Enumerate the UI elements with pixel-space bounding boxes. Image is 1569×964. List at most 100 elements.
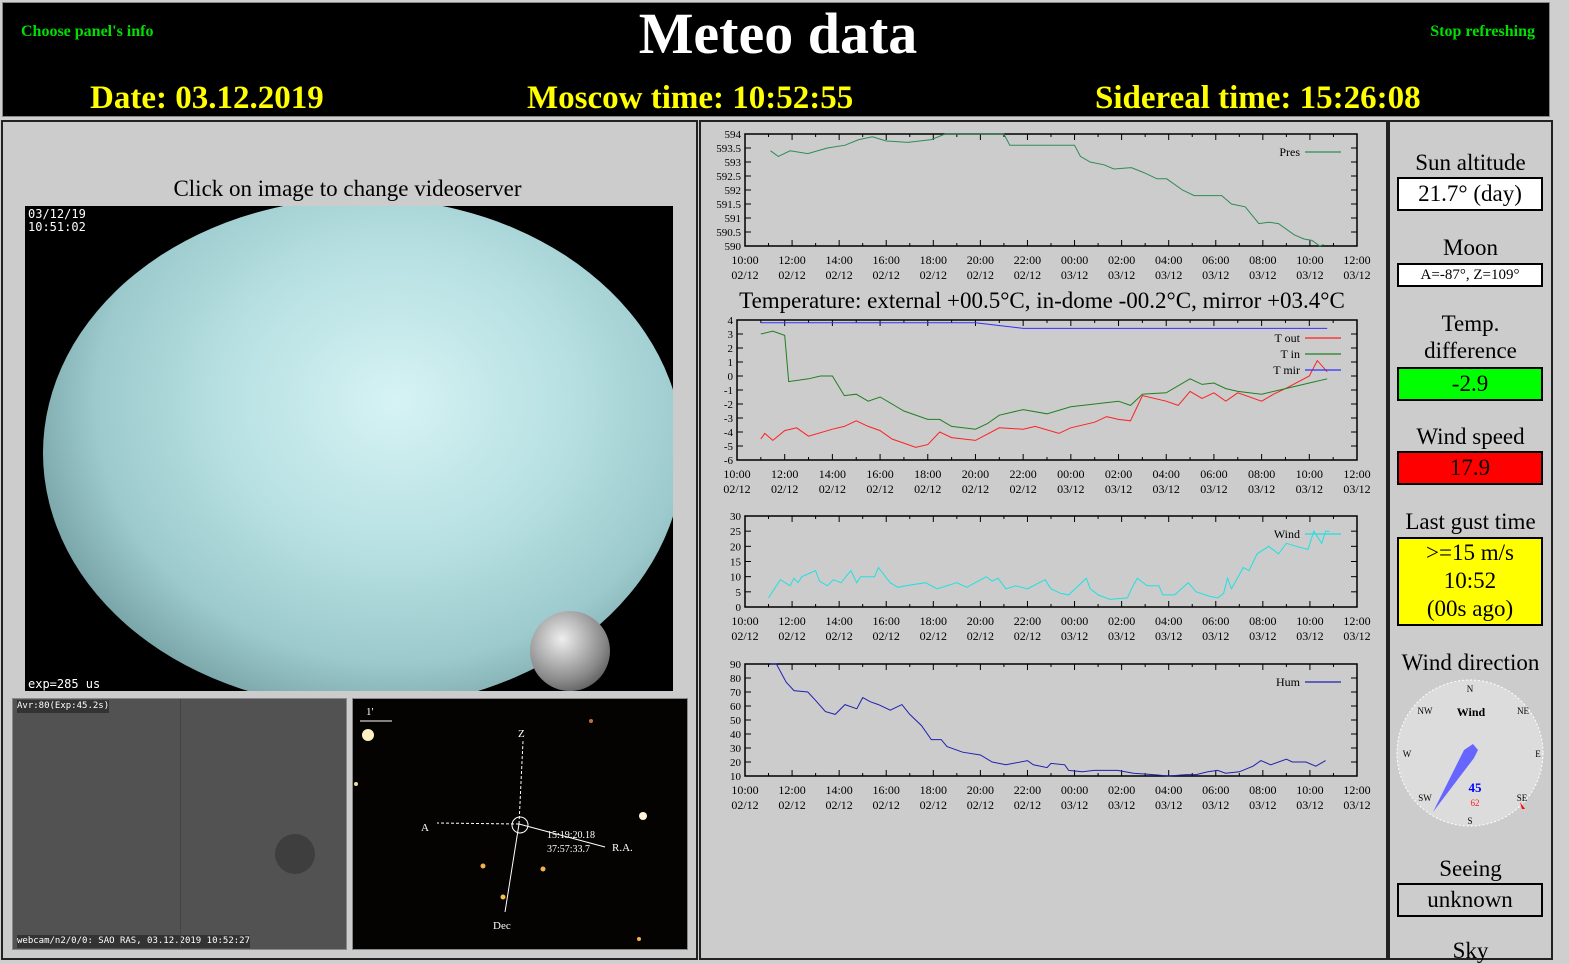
humidity-xtick-time: 06:00 bbox=[1202, 783, 1229, 797]
temperature-xtick-date: 03/12 bbox=[1296, 482, 1323, 496]
pressure-xtick-date: 02/12 bbox=[920, 268, 947, 282]
wind-ytick-label: 25 bbox=[730, 526, 742, 538]
humidity-xtick-time: 00:00 bbox=[1061, 783, 1088, 797]
humidity-xtick-date: 03/12 bbox=[1343, 798, 1370, 812]
gust-time: 10:52 bbox=[1443, 568, 1497, 593]
last-gust-value: >=15 m/s 10:52 (00s ago) bbox=[1397, 537, 1543, 626]
wind-xtick-date: 03/12 bbox=[1108, 629, 1135, 643]
wind-xtick-time: 20:00 bbox=[967, 614, 994, 628]
gust-direction-value: 62 bbox=[1471, 798, 1480, 808]
temperature-xtick-date: 02/12 bbox=[819, 482, 846, 496]
temperature-ytick-label: 4 bbox=[728, 315, 734, 327]
wind-xtick-date: 02/12 bbox=[873, 629, 900, 643]
dust-spot bbox=[275, 834, 315, 874]
wind-xtick-time: 00:00 bbox=[1061, 614, 1088, 628]
moon-label: Moon bbox=[1443, 235, 1498, 260]
compass-se: SE bbox=[1517, 793, 1528, 803]
temperature-ytick-label: -6 bbox=[724, 455, 734, 467]
sun-altitude-value: 21.7° (day) bbox=[1397, 177, 1543, 211]
humidity-xtick-date: 02/12 bbox=[825, 798, 852, 812]
temperature-ytick-label: 3 bbox=[728, 329, 734, 341]
temperature-xtick-time: 08:00 bbox=[1248, 467, 1275, 481]
wind-xtick-date: 02/12 bbox=[920, 629, 947, 643]
temperature-ytick-label: -3 bbox=[724, 413, 734, 425]
webcam-caption: webcam/n2/0/0: SAO RAS, 03.12.2019 10:52… bbox=[17, 935, 250, 948]
webcam-image[interactable]: Avr:80(Exp:45.2s) webcam/n2/0/0: SAO RAS… bbox=[12, 698, 347, 950]
humidity-xtick-time: 04:00 bbox=[1155, 783, 1182, 797]
compass-n: N bbox=[1467, 684, 1474, 694]
temperature-xtick-date: 03/12 bbox=[1200, 482, 1227, 496]
humidity-xtick-time: 14:00 bbox=[825, 783, 852, 797]
page-title: Meteo data bbox=[638, 1, 918, 66]
zenith-label: Z bbox=[518, 728, 525, 740]
temperature-xtick-time: 00:00 bbox=[1057, 467, 1084, 481]
temperature-xtick-date: 02/12 bbox=[866, 482, 893, 496]
humidity-xtick-time: 10:00 bbox=[1296, 783, 1323, 797]
humidity-legend-label: Hum bbox=[1276, 675, 1301, 689]
humidity-xtick-time: 12:00 bbox=[778, 783, 805, 797]
wind-xtick-time: 10:00 bbox=[731, 614, 758, 628]
pressure-ytick-label: 592.5 bbox=[716, 171, 741, 183]
temperature-xtick-time: 20:00 bbox=[962, 467, 989, 481]
pressure-xtick-time: 16:00 bbox=[873, 253, 900, 267]
humidity-ytick-label: 20 bbox=[730, 757, 742, 769]
humidity-xtick-time: 08:00 bbox=[1249, 783, 1276, 797]
wind-direction-needle bbox=[1433, 744, 1478, 812]
temperature-xtick-date: 03/12 bbox=[1248, 482, 1275, 496]
pressure-xtick-time: 10:00 bbox=[1296, 253, 1323, 267]
compass-nw: NW bbox=[1418, 706, 1433, 716]
sky-cam-exposure: exp=285 us bbox=[28, 677, 101, 691]
wind-xtick-time: 18:00 bbox=[920, 614, 947, 628]
pressure-xtick-date: 03/12 bbox=[1343, 268, 1370, 282]
wind-xtick-time: 10:00 bbox=[1296, 614, 1323, 628]
temperature-title: Temperature: external +00.5°C, in-dome -… bbox=[739, 288, 1345, 313]
wind-xtick-date: 03/12 bbox=[1155, 629, 1182, 643]
wind-plot-frame bbox=[744, 515, 1358, 608]
pressure-xtick-time: 02:00 bbox=[1108, 253, 1135, 267]
pressure-xtick-time: 22:00 bbox=[1014, 253, 1041, 267]
seeing-label: Seeing bbox=[1439, 856, 1502, 881]
humidity-plot-frame bbox=[744, 663, 1358, 777]
humidity-ytick-label: 60 bbox=[730, 701, 742, 713]
pressure-legend-label: Pres bbox=[1279, 145, 1300, 159]
humidity-xtick-date: 02/12 bbox=[731, 798, 758, 812]
compass-e: E bbox=[1535, 749, 1541, 759]
pressure-xtick-time: 10:00 bbox=[731, 253, 758, 267]
temperature-xtick-date: 02/12 bbox=[1009, 482, 1036, 496]
temp-difference-label-1: Temp. bbox=[1441, 311, 1500, 336]
humidity-xtick-date: 03/12 bbox=[1108, 798, 1135, 812]
humidity-xtick-date: 03/12 bbox=[1296, 798, 1323, 812]
seeing-value: unknown bbox=[1397, 883, 1543, 917]
guide-camera-image[interactable]: 1' Z A R.A. Dec 15:19:20.18 37:57:33.7 bbox=[352, 698, 688, 950]
temperature-ytick-label: 1 bbox=[728, 357, 734, 369]
date-display: Date: 03.12.2019 bbox=[90, 80, 324, 116]
wind-xtick-time: 04:00 bbox=[1155, 614, 1182, 628]
humidity-ytick-label: 50 bbox=[730, 715, 742, 727]
pressure-ytick-label: 591 bbox=[725, 213, 742, 225]
temperature-series-t-mir bbox=[760, 322, 1328, 329]
temperature-xtick-date: 03/12 bbox=[1105, 482, 1132, 496]
temperature-xtick-time: 12:00 bbox=[1343, 467, 1370, 481]
wind-xtick-time: 14:00 bbox=[825, 614, 852, 628]
pressure-series-pres bbox=[770, 133, 1324, 247]
humidity-xtick-time: 10:00 bbox=[731, 783, 758, 797]
humidity-xtick-date: 03/12 bbox=[1155, 798, 1182, 812]
stop-refreshing-link[interactable]: Stop refreshing bbox=[1430, 23, 1535, 40]
humidity-xtick-date: 03/12 bbox=[1202, 798, 1229, 812]
allsky-camera-image[interactable]: 03/12/19 10:51:02 exp=285 us bbox=[25, 206, 673, 691]
wind-xtick-time: 16:00 bbox=[873, 614, 900, 628]
compass-w: W bbox=[1403, 749, 1412, 759]
header-bar: Meteo data Choose panel's info Stop refr… bbox=[2, 2, 1550, 117]
temperature-plot-frame bbox=[736, 319, 1358, 461]
wind-xtick-date: 03/12 bbox=[1343, 629, 1370, 643]
temperature-legend-label: T in bbox=[1281, 347, 1300, 361]
temperature-xtick-date: 02/12 bbox=[771, 482, 798, 496]
gust-threshold: >=15 m/s bbox=[1426, 540, 1514, 565]
temperature-xtick-date: 03/12 bbox=[1057, 482, 1084, 496]
temperature-ytick-label: 2 bbox=[728, 343, 734, 355]
pressure-plot-frame bbox=[744, 133, 1358, 247]
temperature-xtick-date: 02/12 bbox=[962, 482, 989, 496]
pressure-ytick-label: 594 bbox=[725, 129, 742, 141]
temperature-series-t-in bbox=[760, 330, 1328, 430]
choose-panel-info-link[interactable]: Choose panel's info bbox=[21, 23, 154, 40]
